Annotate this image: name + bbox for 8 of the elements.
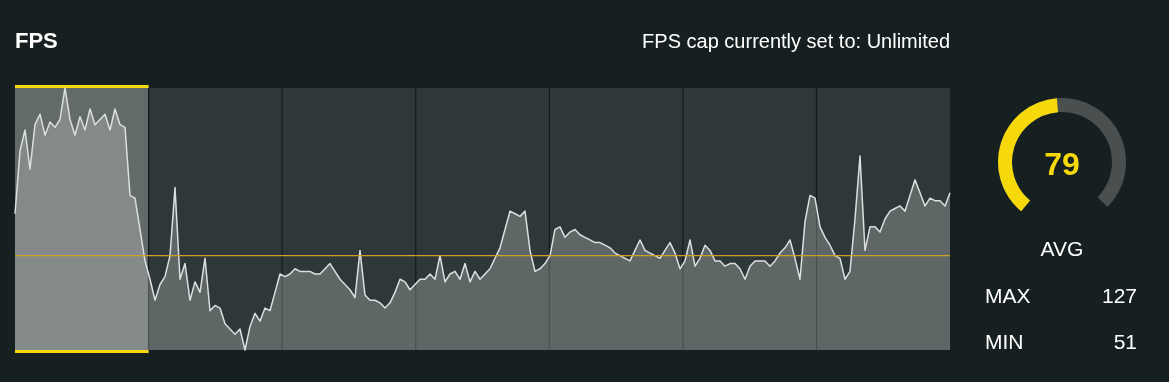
text: 79 <box>1044 146 1080 182</box>
text: MAX <box>985 284 1031 307</box>
text: AVG <box>1040 237 1084 260</box>
text: 51 <box>1113 330 1137 353</box>
chart-subtitle: FPS cap currently set to: Unlimited <box>642 30 950 52</box>
text: MIN <box>985 330 1024 353</box>
chart-title: FPS <box>15 28 58 53</box>
text: 127 <box>1101 284 1137 307</box>
